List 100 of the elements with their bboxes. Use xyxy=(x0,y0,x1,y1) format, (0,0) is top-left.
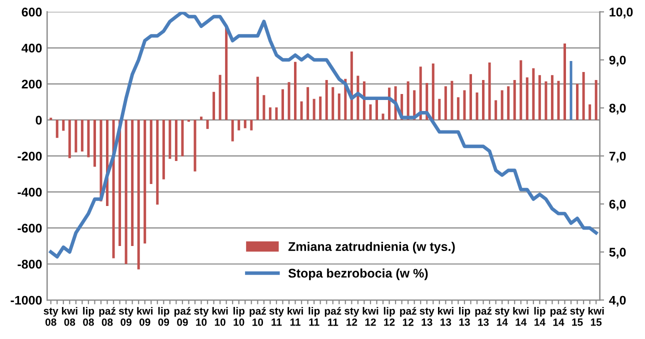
y2-tick-label: 8,0 xyxy=(609,104,626,114)
x-tick-label: lip 14 xyxy=(534,306,546,326)
x-tick-label: paź 12 xyxy=(400,306,416,326)
bar xyxy=(268,107,272,120)
bar xyxy=(450,80,454,120)
bar xyxy=(300,101,303,120)
bar xyxy=(570,61,572,120)
bar xyxy=(87,120,90,158)
legend-label: Stopa bezrobocia (w %) xyxy=(288,268,428,280)
bar xyxy=(137,120,140,270)
bar xyxy=(238,120,240,130)
x-tick-label: lip 13 xyxy=(459,306,470,326)
bar xyxy=(250,120,253,130)
y2-tick-label: 7,0 xyxy=(609,152,626,162)
bar xyxy=(338,93,340,120)
bar xyxy=(362,81,366,120)
bar xyxy=(544,81,548,120)
bar xyxy=(93,120,96,167)
x-tick-label: paź 08 xyxy=(99,306,116,326)
x-tick-label: lip 11 xyxy=(308,306,320,326)
bar xyxy=(262,95,266,120)
bar xyxy=(225,27,228,120)
x-tick-label: sty 10 xyxy=(194,308,209,326)
bar xyxy=(576,84,579,120)
x-tick-label: paź 11 xyxy=(324,306,342,326)
bar xyxy=(550,75,554,120)
bar xyxy=(62,120,65,131)
x-tick-label: kwi 11 xyxy=(288,306,303,326)
bar xyxy=(564,44,566,120)
x-tick-label: sty 15 xyxy=(570,308,585,326)
bar xyxy=(494,100,498,120)
bar xyxy=(594,80,598,120)
bar xyxy=(356,76,360,120)
bar xyxy=(513,80,516,120)
bar xyxy=(150,120,152,184)
bar xyxy=(80,120,84,152)
y-tick-label: 600 xyxy=(22,8,42,17)
bar xyxy=(306,87,310,120)
bar xyxy=(212,92,216,120)
bar xyxy=(162,120,165,180)
bar xyxy=(476,92,478,120)
bar xyxy=(281,89,284,120)
bar xyxy=(469,74,472,120)
x-tick-label: sty 14 xyxy=(494,308,510,326)
y-tick-label: 0 xyxy=(36,116,42,125)
bar xyxy=(444,86,447,120)
x-tick-label: lip 09 xyxy=(158,306,170,326)
bar xyxy=(288,82,290,120)
bar xyxy=(588,104,592,120)
bar xyxy=(382,114,384,120)
bar xyxy=(375,100,378,120)
y2-tick-label: 10,0 xyxy=(610,8,633,18)
bar xyxy=(520,60,522,120)
bar xyxy=(325,80,328,120)
bar xyxy=(557,80,560,120)
x-tick-label: sty 08 xyxy=(44,308,58,326)
bar xyxy=(74,120,78,152)
bar xyxy=(332,87,334,120)
y2-tick-label: 9,0 xyxy=(609,56,626,66)
bar xyxy=(369,104,372,120)
bar xyxy=(456,97,460,120)
y-tick-label: 200 xyxy=(22,80,42,89)
bar xyxy=(144,120,146,244)
x-tick-label: paź 13 xyxy=(475,306,492,326)
bar xyxy=(532,68,535,120)
x-tick-label: lip 12 xyxy=(384,306,395,326)
x-tick-label: kwi 13 xyxy=(438,306,454,326)
x-tick-label: paź 09 xyxy=(174,306,191,326)
y-tick-label: -1000 xyxy=(10,296,42,305)
bar xyxy=(419,66,422,120)
bar xyxy=(156,120,159,205)
x-tick-label: lip 10 xyxy=(234,306,245,326)
bar xyxy=(432,64,434,120)
x-tick-label: kwi 10 xyxy=(212,306,228,326)
x-tick-label: kwi 15 xyxy=(588,306,604,326)
bar xyxy=(312,98,316,120)
bar xyxy=(538,75,541,120)
y-tick-label: -800 xyxy=(18,260,42,269)
bar xyxy=(231,120,234,142)
x-tick-label: kwi 09 xyxy=(137,306,153,326)
x-tick-label: kwi 08 xyxy=(62,306,78,326)
bar xyxy=(218,74,222,120)
y-tick-label: 400 xyxy=(22,44,42,53)
bar xyxy=(488,62,491,120)
x-tick-label: paź 10 xyxy=(250,306,266,326)
x-tick-label: sty 13 xyxy=(420,308,434,326)
x-tick-label: paź 14 xyxy=(550,306,567,326)
bar xyxy=(181,120,184,156)
y2-tick-label: 4,0 xyxy=(609,296,626,306)
x-tick-label: kwi 12 xyxy=(362,306,378,326)
x-tick-label: kwi 14 xyxy=(513,306,529,326)
bar xyxy=(500,90,504,120)
y2-tick-label: 5,0 xyxy=(609,248,626,258)
bar xyxy=(482,80,485,120)
bar xyxy=(200,116,203,120)
bar xyxy=(350,51,353,120)
bar xyxy=(507,86,510,120)
bar xyxy=(174,120,178,161)
bar xyxy=(256,76,259,120)
bar xyxy=(56,120,58,138)
